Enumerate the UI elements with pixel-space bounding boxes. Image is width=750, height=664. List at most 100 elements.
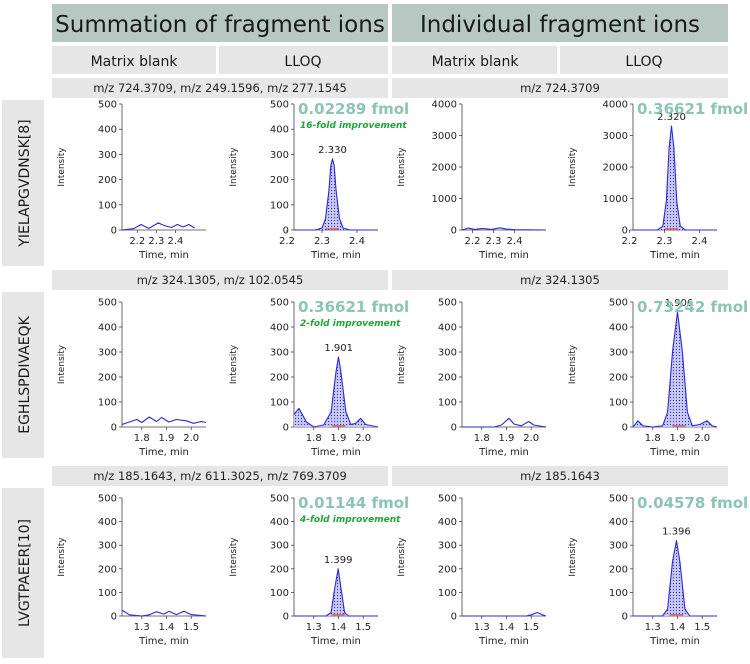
chromatogram-r1-c3: 0 1000 2000 3000 4000 2.2 2.3 2.4 Time, min Inten… <box>397 100 547 261</box>
x-tick-label: 2.0 <box>355 433 371 444</box>
x-tick-label: 2.3 <box>486 236 502 247</box>
y-axis-label: Intensity <box>568 344 578 384</box>
header-summation-bg <box>52 4 388 42</box>
chromatogram-trace <box>294 568 378 617</box>
header-summation: Summation of fragment ions <box>55 12 385 38</box>
y-tick-label: 400 <box>98 323 117 334</box>
x-tick-label: 2.2 <box>279 236 295 247</box>
chromatogram-r1-c1: 0 100 200 300 400 500 2.2 2.3 2.4 Time, min Intens… <box>57 100 206 261</box>
chromatogram-trace <box>462 417 547 428</box>
chromatogram-trace <box>121 416 207 426</box>
subheader-bg-4 <box>560 46 728 74</box>
peak-area <box>633 312 717 427</box>
x-tick-label: 2.3 <box>148 236 164 247</box>
peak-rt-label: 1.906 <box>665 298 694 309</box>
peak-rt-label: 1.901 <box>324 343 353 354</box>
y-tick-label: 200 <box>98 373 117 384</box>
y-tick-label: 0 <box>111 423 117 434</box>
y-tick-label: 300 <box>270 348 289 359</box>
y-axis-label: Intensity <box>397 537 407 577</box>
y-axis-label: Intensity <box>397 147 407 187</box>
y-tick-label: 400 <box>438 323 457 334</box>
y-tick-label: 100 <box>270 398 289 409</box>
x-tick-label: 1.9 <box>159 433 175 444</box>
y-tick-label: 0 <box>451 423 457 434</box>
y-tick-label: 0 <box>451 226 457 237</box>
x-tick-label: 2.0 <box>694 433 710 444</box>
chromatogram-r1-c2: 0 100 200 300 400 500 2.2 2.3 2.4 Time, min Intens… <box>229 100 409 262</box>
x-axis-label: Time, min <box>310 447 361 458</box>
x-tick-label: 1.9 <box>499 433 515 444</box>
lloq-fmol-label: 0.36621 fmol <box>298 298 409 316</box>
lloq-fmol-label: 0.01144 fmol <box>298 494 409 512</box>
y-tick-label: 300 <box>270 541 289 552</box>
subheader-bg-2 <box>219 46 388 74</box>
peptide-label-row2: EGHLSPDIVAEQK <box>17 315 33 433</box>
x-tick-label: 1.9 <box>331 433 347 444</box>
chromatogram-trace <box>294 158 378 231</box>
peak-area <box>633 540 717 616</box>
x-tick-label: 2.4 <box>349 236 365 247</box>
chromatogram-r2-c2: 0 100 200 300 400 500 1.8 1.9 2.0 Time, min Intens… <box>229 298 409 459</box>
y-tick-label: 100 <box>98 200 117 211</box>
mz-bar-row2-ind <box>392 270 728 290</box>
y-tick-label: 500 <box>438 298 457 309</box>
y-tick-label: 200 <box>270 175 289 186</box>
x-axis-label: Time, min <box>649 636 700 647</box>
subheader-matrix-blank-sum: Matrix blank <box>91 54 179 70</box>
x-axis-label: Time, min <box>138 250 189 261</box>
y-tick-label: 400 <box>270 517 289 528</box>
subheader-lloq-ind: LLOQ <box>625 54 662 70</box>
mz-label-row3-ind: m/z 185.1643 <box>520 469 600 483</box>
chromatogram-trace <box>633 125 717 231</box>
chromatogram-r3-c4: 0 100 200 300 400 500 1.3 1.4 1.5 Time, min Intens… <box>568 494 748 648</box>
y-tick-label: 4000 <box>432 100 457 111</box>
header-individual: Individual fragment ions <box>420 12 700 38</box>
y-tick-label: 300 <box>98 150 117 161</box>
chromatogram-grid: 0 100 200 300 400 500 2.2 2.3 2.4 Time, min Intens… <box>57 100 748 648</box>
x-tick-label: 2.4 <box>692 236 708 247</box>
y-tick-label: 3000 <box>603 131 628 142</box>
y-tick-label: 300 <box>609 348 628 359</box>
mz-bar-row3-ind <box>392 466 728 486</box>
peak-rt-label: 1.399 <box>324 555 353 566</box>
y-tick-label: 100 <box>609 588 628 599</box>
y-tick-label: 0 <box>111 226 117 237</box>
x-tick-label: 2.2 <box>465 236 481 247</box>
chromatogram-trace <box>121 222 195 231</box>
x-tick-label: 2.3 <box>657 236 673 247</box>
x-tick-label: 2.4 <box>507 236 523 247</box>
y-tick-label: 100 <box>438 588 457 599</box>
chromatogram-r3-c3: 0 100 200 300 400 500 1.3 1.4 1.5 Time, min Intens… <box>397 494 547 647</box>
y-tick-label: 200 <box>438 564 457 575</box>
chromatogram-r3-c2: 0 100 200 300 400 500 1.3 1.4 1.5 Time, min Intens… <box>229 494 409 648</box>
x-tick-label: 1.8 <box>306 433 322 444</box>
peptide-label-row3: LVGTPAEER[10] <box>17 519 33 627</box>
y-tick-label: 0 <box>111 612 117 623</box>
y-tick-label: 200 <box>609 564 628 575</box>
x-tick-label: 1.3 <box>474 622 490 633</box>
subheader-bg-1 <box>52 46 216 74</box>
peak-area <box>294 357 378 427</box>
y-axis-label: Intensity <box>229 147 239 187</box>
y-tick-label: 2000 <box>603 163 628 174</box>
subheader-bg-3 <box>392 46 557 74</box>
y-tick-label: 500 <box>438 494 457 505</box>
y-tick-label: 0 <box>283 423 289 434</box>
lloq-fmol-label: 0.36621 fmol <box>637 100 748 118</box>
x-axis-label: Time, min <box>310 636 361 647</box>
chromatogram-r2-c4: 0 100 200 300 400 500 1.8 1.9 2.0 Time, min Intens… <box>568 298 748 459</box>
chromatogram-trace <box>121 609 207 617</box>
y-tick-label: 200 <box>98 564 117 575</box>
peak-area <box>294 568 378 616</box>
y-tick-label: 100 <box>98 588 117 599</box>
y-tick-label: 0 <box>622 612 628 623</box>
y-tick-label: 4000 <box>603 100 628 111</box>
y-tick-label: 400 <box>98 125 117 136</box>
y-tick-label: 300 <box>438 541 457 552</box>
x-tick-label: 2.3 <box>314 236 330 247</box>
mz-bar-row1-ind <box>392 78 728 98</box>
y-tick-label: 200 <box>98 175 117 186</box>
peak-rt-label: 2.330 <box>318 145 347 156</box>
x-axis-label: Time, min <box>478 636 529 647</box>
